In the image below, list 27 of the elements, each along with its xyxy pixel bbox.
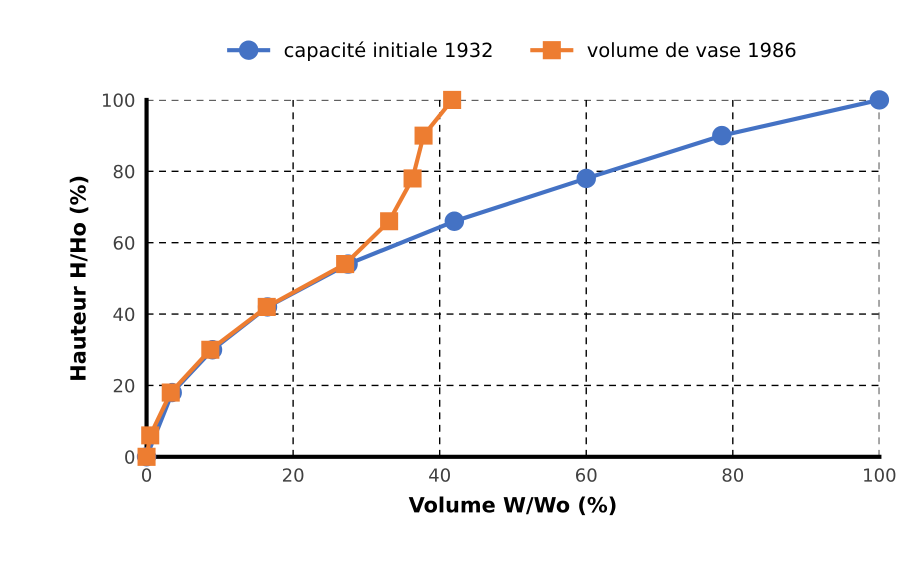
point <box>870 90 890 110</box>
point <box>576 168 596 188</box>
x-tick-label: 40 <box>429 468 450 482</box>
legend-label: capacité initiale 1932 <box>284 41 492 62</box>
point <box>336 255 354 274</box>
x-tick-label: 0 <box>142 468 152 482</box>
point <box>141 426 160 444</box>
y-tick-label: 0 <box>125 450 134 464</box>
y-tick-label: 40 <box>113 308 134 322</box>
y-tick-label: 80 <box>114 164 134 178</box>
point <box>712 126 732 146</box>
x-tick-label: 80 <box>722 468 744 482</box>
point <box>201 340 220 359</box>
legend-label: volume de vase 1986 <box>587 42 796 58</box>
y-tick-label: 100 <box>102 93 134 108</box>
x-tick-label: 20 <box>282 468 304 482</box>
y-axis-title: Hauteur H/Ho (%) <box>70 176 88 380</box>
x-axis-title: Volume W/Wo (%) <box>408 496 616 516</box>
y-tick-label: 60 <box>114 236 134 250</box>
point <box>414 126 433 145</box>
point <box>404 169 422 188</box>
y-tick-label: 20 <box>114 378 134 393</box>
point <box>443 90 462 109</box>
x-tick-label: 100 <box>864 468 896 482</box>
point <box>380 212 398 230</box>
x-tick-label: 60 <box>576 468 597 482</box>
point <box>444 212 464 231</box>
